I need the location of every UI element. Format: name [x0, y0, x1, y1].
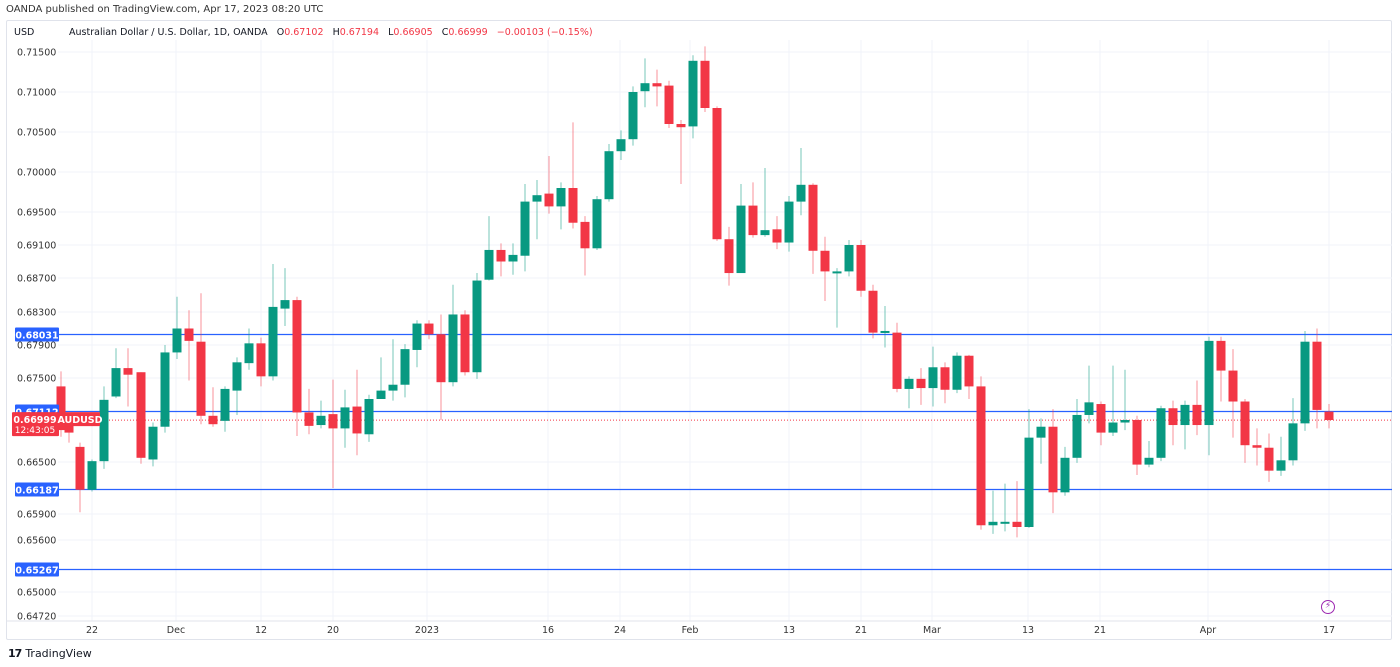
price-tick-label: 0.65900 [17, 510, 56, 521]
price-tick-label: 0.69100 [17, 241, 56, 252]
price-tick-label: 0.66500 [17, 458, 56, 469]
footer-brand: 17 TradingView [8, 647, 92, 660]
high-label: H [332, 27, 340, 38]
close-value: 0.66999 [448, 27, 488, 38]
price-tick-label: 0.67500 [17, 374, 56, 385]
change-value: −0.00103 (−0.15%) [496, 27, 593, 38]
symbol-description[interactable]: Australian Dollar / U.S. Dollar, 1D, OAN… [69, 27, 268, 38]
level-price-badge: 0.65267 [15, 566, 58, 577]
candles [56, 46, 1334, 538]
currency-label: USD [14, 27, 35, 38]
price-tick-label: 0.68700 [17, 274, 56, 285]
low-label: L [388, 27, 394, 38]
time-tick-label: 21 [855, 625, 867, 636]
close-label: C [441, 27, 449, 38]
time-tick-label: 2023 [415, 625, 439, 636]
chart-frame [6, 20, 1392, 640]
price-tick-label: 0.69500 [17, 208, 56, 219]
high-value: 0.67194 [339, 27, 380, 38]
time-tick-label: 24 [614, 625, 626, 636]
time-tick-label: Dec [167, 625, 185, 636]
time-tick-label: 20 [327, 625, 339, 636]
published-caption: OANDA published on TradingView.com, Apr … [6, 4, 324, 15]
level-price-badge: 0.68031 [15, 331, 58, 342]
level-price-badge: 0.66187 [15, 486, 58, 497]
open-label: O [276, 27, 285, 38]
time-tick-label: Apr [1200, 625, 1217, 636]
price-badges: 0.680310.671120.661870.652670.6699912:43… [12, 327, 103, 577]
time-tick-label: Feb [682, 625, 699, 636]
time-tick-label: 21 [1094, 625, 1106, 636]
time-tick-label: 13 [1022, 625, 1034, 636]
time-tick-label: 17 [1323, 625, 1335, 636]
time-tick-label: 13 [783, 625, 795, 636]
price-tick-label: 0.67900 [17, 341, 56, 352]
time-axis[interactable]: 22 Dec 12 20 2023 16 24 Feb 13 21 Mar 13 21 Apr 17 [86, 625, 1335, 636]
price-tick-label: 0.68300 [17, 308, 56, 319]
price-tick-label: 0.65600 [17, 536, 56, 547]
price-axis[interactable]: 0.71500 0.71000 0.70500 0.70000 0.69500 0.691… [17, 48, 56, 623]
time-tick-label: 22 [86, 625, 98, 636]
brand-name: TradingView [25, 647, 92, 660]
grid-lines [6, 40, 1392, 622]
lightning-event-icon[interactable]: ⚡ [1321, 600, 1335, 614]
time-tick-label: 16 [542, 625, 554, 636]
open-value: 0.67102 [284, 27, 324, 38]
symbol-badge: AUDUSD [57, 415, 102, 426]
countdown-timer: 12:43:05 [15, 426, 55, 436]
price-tick-label: 0.65000 [17, 588, 56, 599]
price-tick-label: 0.70000 [17, 168, 56, 179]
price-tick-label: 0.70500 [17, 128, 56, 139]
last-price-badge: 0.66999 [13, 415, 56, 426]
time-tick-label: 12 [255, 625, 267, 636]
price-tick-label: 0.71000 [17, 88, 56, 99]
time-tick-label: Mar [923, 625, 941, 636]
price-tick-label: 0.64720 [17, 612, 56, 623]
tradingview-logo-icon: 17 [8, 647, 22, 660]
price-tick-label: 0.71500 [17, 48, 56, 59]
chart-legend: USD Australian Dollar / U.S. Dollar, 1D,… [14, 27, 593, 38]
low-value: 0.66905 [393, 27, 433, 38]
